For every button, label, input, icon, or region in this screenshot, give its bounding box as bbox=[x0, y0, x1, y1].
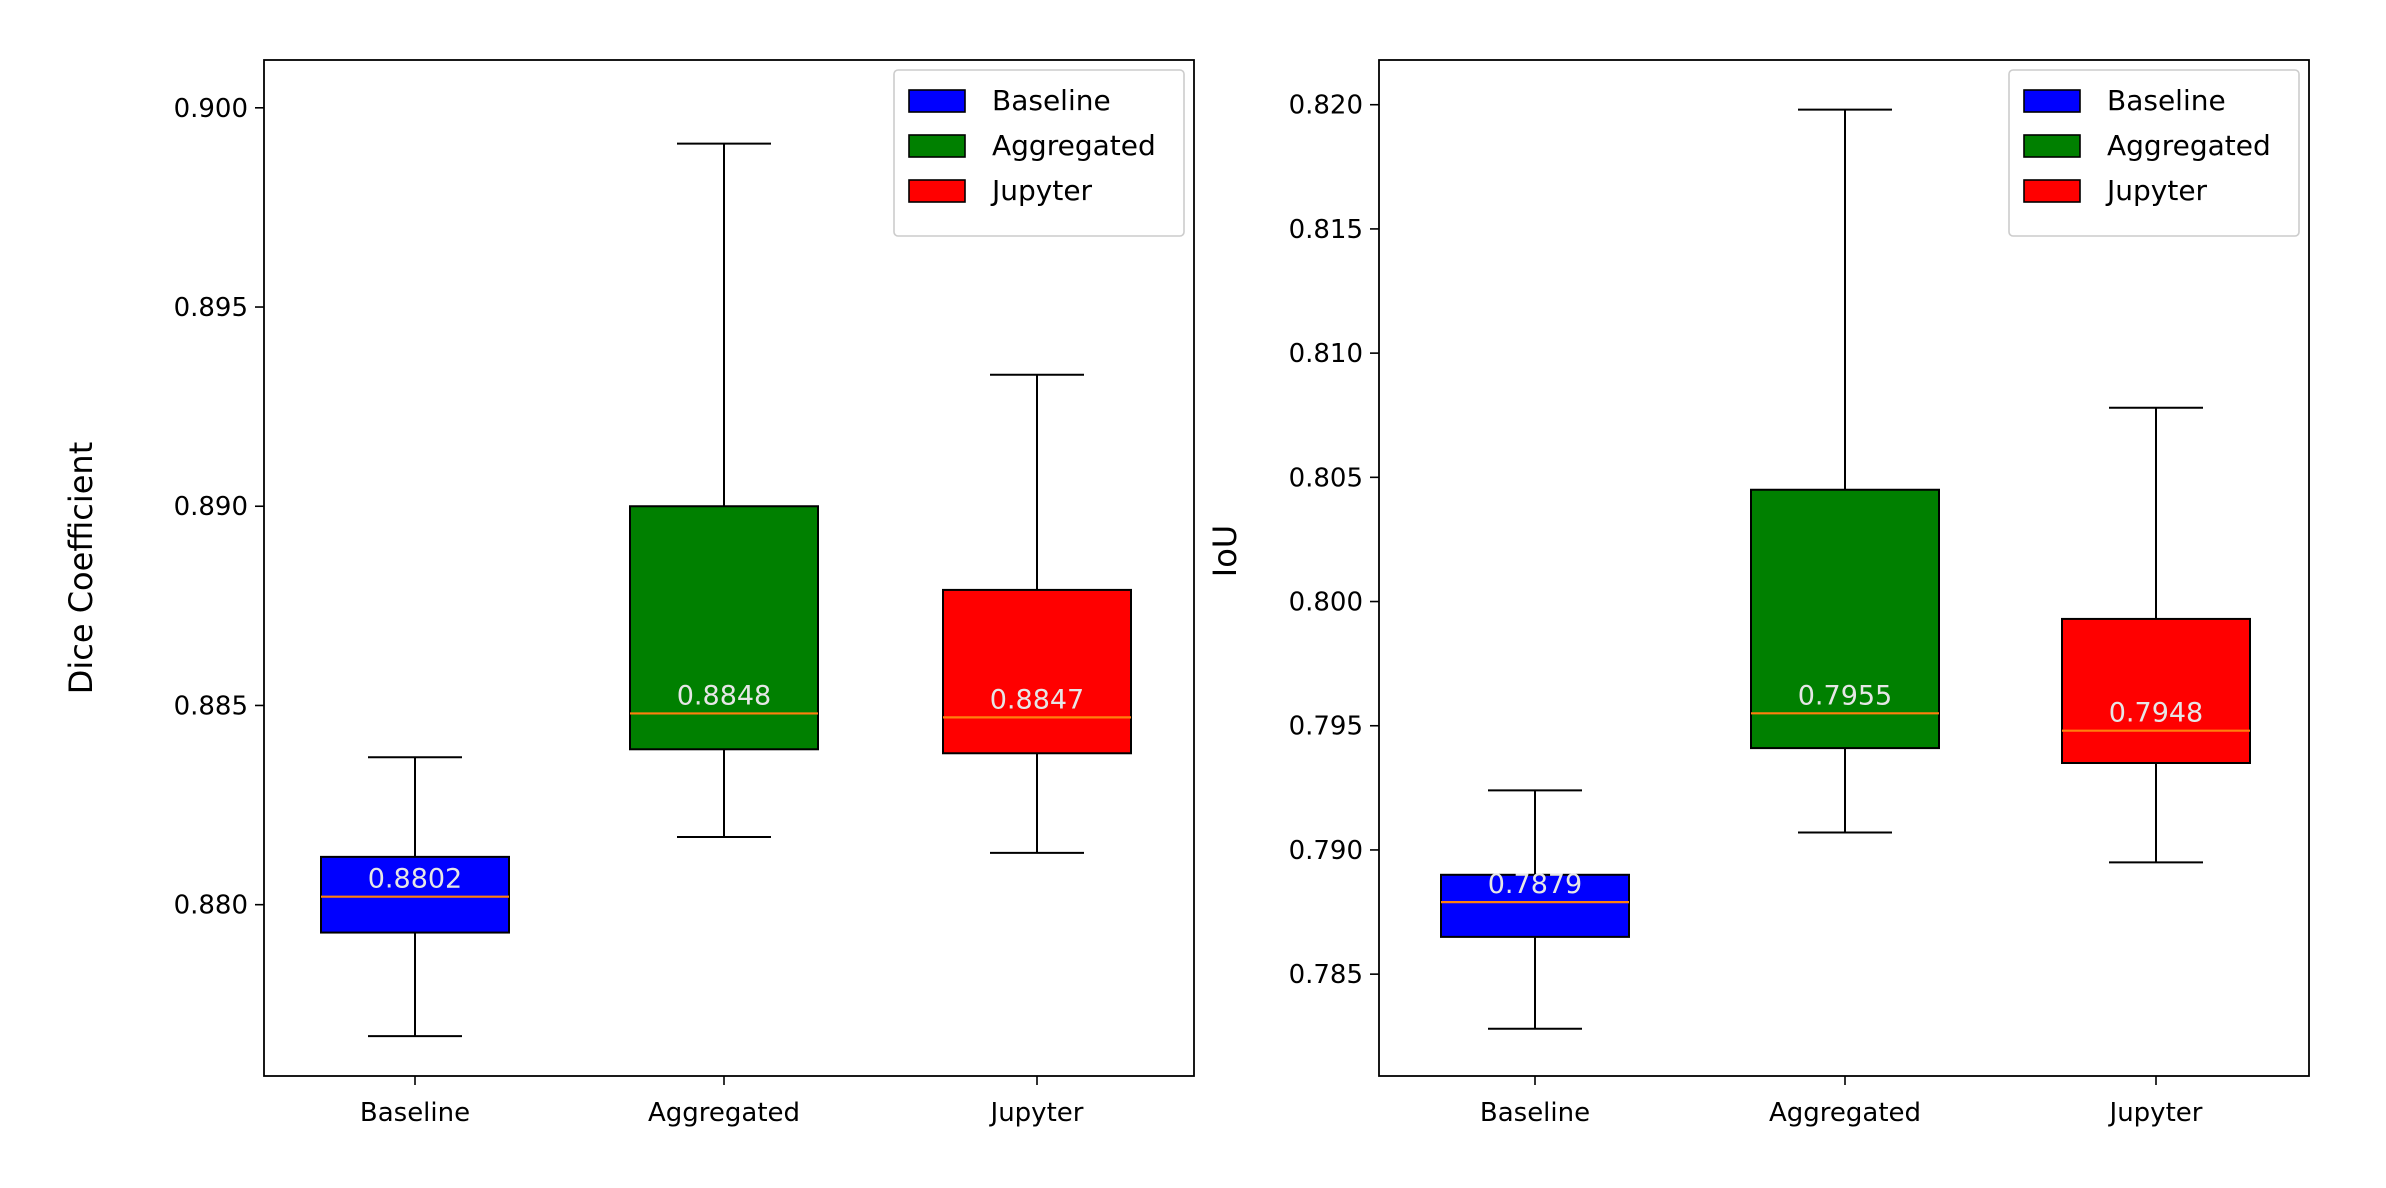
axes-frame bbox=[263, 59, 1195, 1077]
median-label: 0.7879 bbox=[1488, 869, 1582, 900]
legend-label: Baseline bbox=[2107, 84, 2226, 117]
iqr-box bbox=[629, 505, 819, 751]
legend-label: Baseline bbox=[992, 84, 1111, 117]
box-baseline: 0.8802 bbox=[320, 756, 510, 1038]
iqr-box bbox=[2061, 617, 2251, 765]
x-tick-label: Baseline bbox=[1480, 1098, 1590, 1128]
y-axis-label: IoU bbox=[1206, 525, 1244, 577]
median-label: 0.8802 bbox=[368, 864, 462, 895]
box-aggregated: 0.7955 bbox=[1750, 108, 1940, 834]
y-tick-label: 0.795 bbox=[1289, 712, 1363, 742]
iou-chart: 0.785 0.790 0.795 0.800 0.805 0.810 0.815 0.820… bbox=[1206, 59, 2310, 1128]
y-tick-label: 0.900 bbox=[174, 94, 248, 124]
y-tick-label: 0.890 bbox=[174, 492, 248, 522]
legend-swatch bbox=[2023, 89, 2081, 113]
box-jupyter: 0.8847 bbox=[942, 373, 1132, 854]
median-label: 0.7955 bbox=[1798, 680, 1892, 711]
dice-coefficient-chart: 0.880 0.885 0.890 0.895 0.900 Baseline Aggrega… bbox=[62, 59, 1195, 1128]
y-tick-label: 0.820 bbox=[1289, 91, 1363, 121]
y-tick-label: 0.800 bbox=[1289, 588, 1363, 618]
median-label: 0.8848 bbox=[677, 680, 771, 711]
legend-swatch bbox=[2023, 179, 2081, 203]
box-baseline: 0.7879 bbox=[1440, 789, 1630, 1030]
median-label: 0.8847 bbox=[990, 684, 1084, 715]
box-jupyter: 0.7948 bbox=[2061, 406, 2251, 864]
legend-label: Jupyter bbox=[2105, 174, 2208, 207]
iqr-box bbox=[1440, 873, 1630, 938]
x-tick-label: Aggregated bbox=[1769, 1098, 1921, 1128]
x-tick-label: Jupyter bbox=[989, 1098, 1084, 1128]
legend-label: Aggregated bbox=[992, 129, 1156, 162]
legend-label: Jupyter bbox=[990, 174, 1093, 207]
y-tick-label: 0.885 bbox=[174, 691, 248, 721]
iqr-box bbox=[942, 588, 1132, 755]
axes-frame bbox=[1378, 59, 2310, 1077]
median-label: 0.7948 bbox=[2109, 698, 2203, 729]
box-aggregated: 0.8848 bbox=[629, 142, 819, 838]
y-tick-label: 0.785 bbox=[1289, 960, 1363, 990]
x-tick-label: Aggregated bbox=[648, 1098, 800, 1128]
legend-frame bbox=[893, 69, 1185, 237]
y-axis-label: Dice Coefficient bbox=[62, 442, 100, 695]
legend: Baseline Aggregated Jupyter bbox=[893, 69, 1185, 237]
iqr-box bbox=[1750, 488, 1940, 750]
legend-swatch bbox=[908, 179, 966, 203]
y-tick-label: 0.895 bbox=[174, 293, 248, 323]
y-tick-label: 0.880 bbox=[174, 891, 248, 921]
legend-swatch bbox=[908, 89, 966, 113]
legend-label: Aggregated bbox=[2107, 129, 2271, 162]
x-tick-label: Jupyter bbox=[2108, 1098, 2203, 1128]
y-tick-label: 0.815 bbox=[1289, 215, 1363, 245]
y-tick-label: 0.790 bbox=[1289, 836, 1363, 866]
y-tick-label: 0.810 bbox=[1289, 339, 1363, 369]
iqr-box bbox=[320, 855, 510, 934]
legend-frame bbox=[2008, 69, 2300, 237]
x-tick-label: Baseline bbox=[360, 1098, 470, 1128]
legend: Baseline Aggregated Jupyter bbox=[2008, 69, 2300, 237]
legend-swatch bbox=[908, 134, 966, 158]
y-tick-label: 0.805 bbox=[1289, 463, 1363, 493]
legend-swatch bbox=[2023, 134, 2081, 158]
